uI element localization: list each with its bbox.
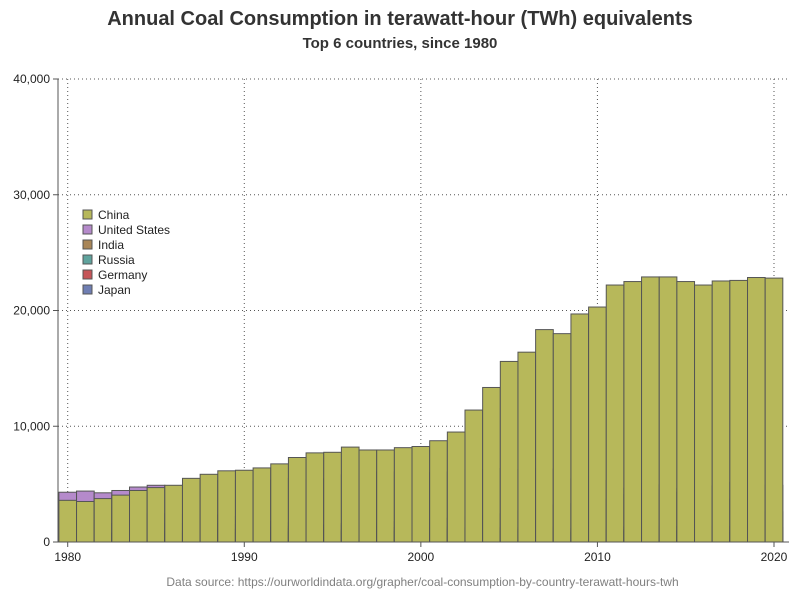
x-tick-label: 1980 bbox=[54, 550, 81, 564]
legend-swatch-united-states bbox=[82, 224, 93, 235]
legend-swatch-russia bbox=[82, 254, 93, 265]
bar-china-2008 bbox=[552, 333, 572, 543]
legend-label-united-states: United States bbox=[98, 223, 170, 237]
y-tick-label: 30,000 bbox=[13, 188, 50, 202]
bar-china-2014 bbox=[658, 276, 678, 543]
bar-china-1982 bbox=[93, 498, 113, 543]
bar-china-2016 bbox=[694, 284, 713, 543]
bar-china-1993 bbox=[287, 457, 307, 543]
chart-subtitle: Top 6 countries, since 1980 bbox=[302, 35, 498, 52]
bar-china-1991 bbox=[252, 467, 272, 543]
bar-china-1986 bbox=[164, 484, 183, 543]
x-tick-label: 2000 bbox=[407, 550, 434, 564]
x-tick-label: 2020 bbox=[761, 550, 788, 564]
bar-china-1984 bbox=[129, 489, 148, 543]
bar-china-1996 bbox=[340, 446, 360, 543]
y-tick-label: 20,000 bbox=[13, 304, 50, 318]
data-source-note: Data source: https://ourworldindata.org/… bbox=[166, 575, 679, 589]
legend-swatch-india bbox=[82, 239, 93, 250]
bar-china-2013 bbox=[641, 276, 660, 543]
bar-china-1998 bbox=[376, 449, 395, 543]
bar-china-1999 bbox=[393, 447, 413, 543]
bar-china-2019 bbox=[747, 277, 766, 543]
bar-china-2000 bbox=[411, 446, 431, 543]
legend-swatch-germany bbox=[82, 269, 93, 280]
bar-china-1997 bbox=[358, 449, 378, 543]
bar-china-1980 bbox=[58, 499, 78, 543]
bar-china-1995 bbox=[323, 451, 342, 543]
legend-label-india: India bbox=[98, 238, 124, 252]
bar-china-1981 bbox=[76, 500, 95, 543]
y-tick-label: 40,000 bbox=[13, 72, 50, 86]
legend-label-russia: Russia bbox=[98, 253, 135, 267]
bar-china-2010 bbox=[588, 306, 607, 543]
bar-china-1983 bbox=[111, 494, 131, 543]
y-tick-label: 10,000 bbox=[13, 419, 50, 433]
bar-china-1988 bbox=[199, 473, 219, 543]
bar-china-2002 bbox=[446, 431, 466, 543]
bar-china-2011 bbox=[605, 284, 625, 543]
bar-china-1992 bbox=[270, 463, 289, 543]
legend-label-china: China bbox=[98, 208, 130, 222]
bar-china-2005 bbox=[499, 360, 519, 543]
y-tick-label: 0 bbox=[43, 535, 50, 549]
bar-china-2009 bbox=[570, 313, 590, 543]
bar-china-1990 bbox=[234, 469, 254, 543]
legend-label-germany: Germany bbox=[98, 268, 147, 282]
x-tick-label: 2010 bbox=[584, 550, 611, 564]
bar-china-2012 bbox=[623, 281, 643, 543]
bar-china-1989 bbox=[217, 470, 236, 543]
bar-china-2007 bbox=[535, 329, 554, 543]
bar-china-2015 bbox=[676, 281, 696, 543]
bar-china-2004 bbox=[482, 386, 501, 543]
bar-china-2003 bbox=[464, 409, 484, 543]
legend-swatch-china bbox=[82, 209, 93, 220]
bar-china-2020 bbox=[764, 277, 784, 543]
bar-china-1985 bbox=[146, 487, 166, 543]
chart-title: Annual Coal Consumption in terawatt-hour… bbox=[107, 8, 693, 30]
bar-china-2006 bbox=[517, 351, 537, 543]
bar-china-1987 bbox=[181, 477, 201, 543]
x-tick-label: 1990 bbox=[231, 550, 258, 564]
legend-label-japan: Japan bbox=[98, 283, 131, 297]
bar-china-2018 bbox=[729, 279, 749, 543]
bar-china-1994 bbox=[305, 452, 325, 543]
legend-swatch-japan bbox=[82, 284, 93, 295]
bars-group bbox=[58, 276, 784, 543]
bar-china-2017 bbox=[711, 280, 731, 543]
bar-china-2001 bbox=[429, 440, 448, 543]
